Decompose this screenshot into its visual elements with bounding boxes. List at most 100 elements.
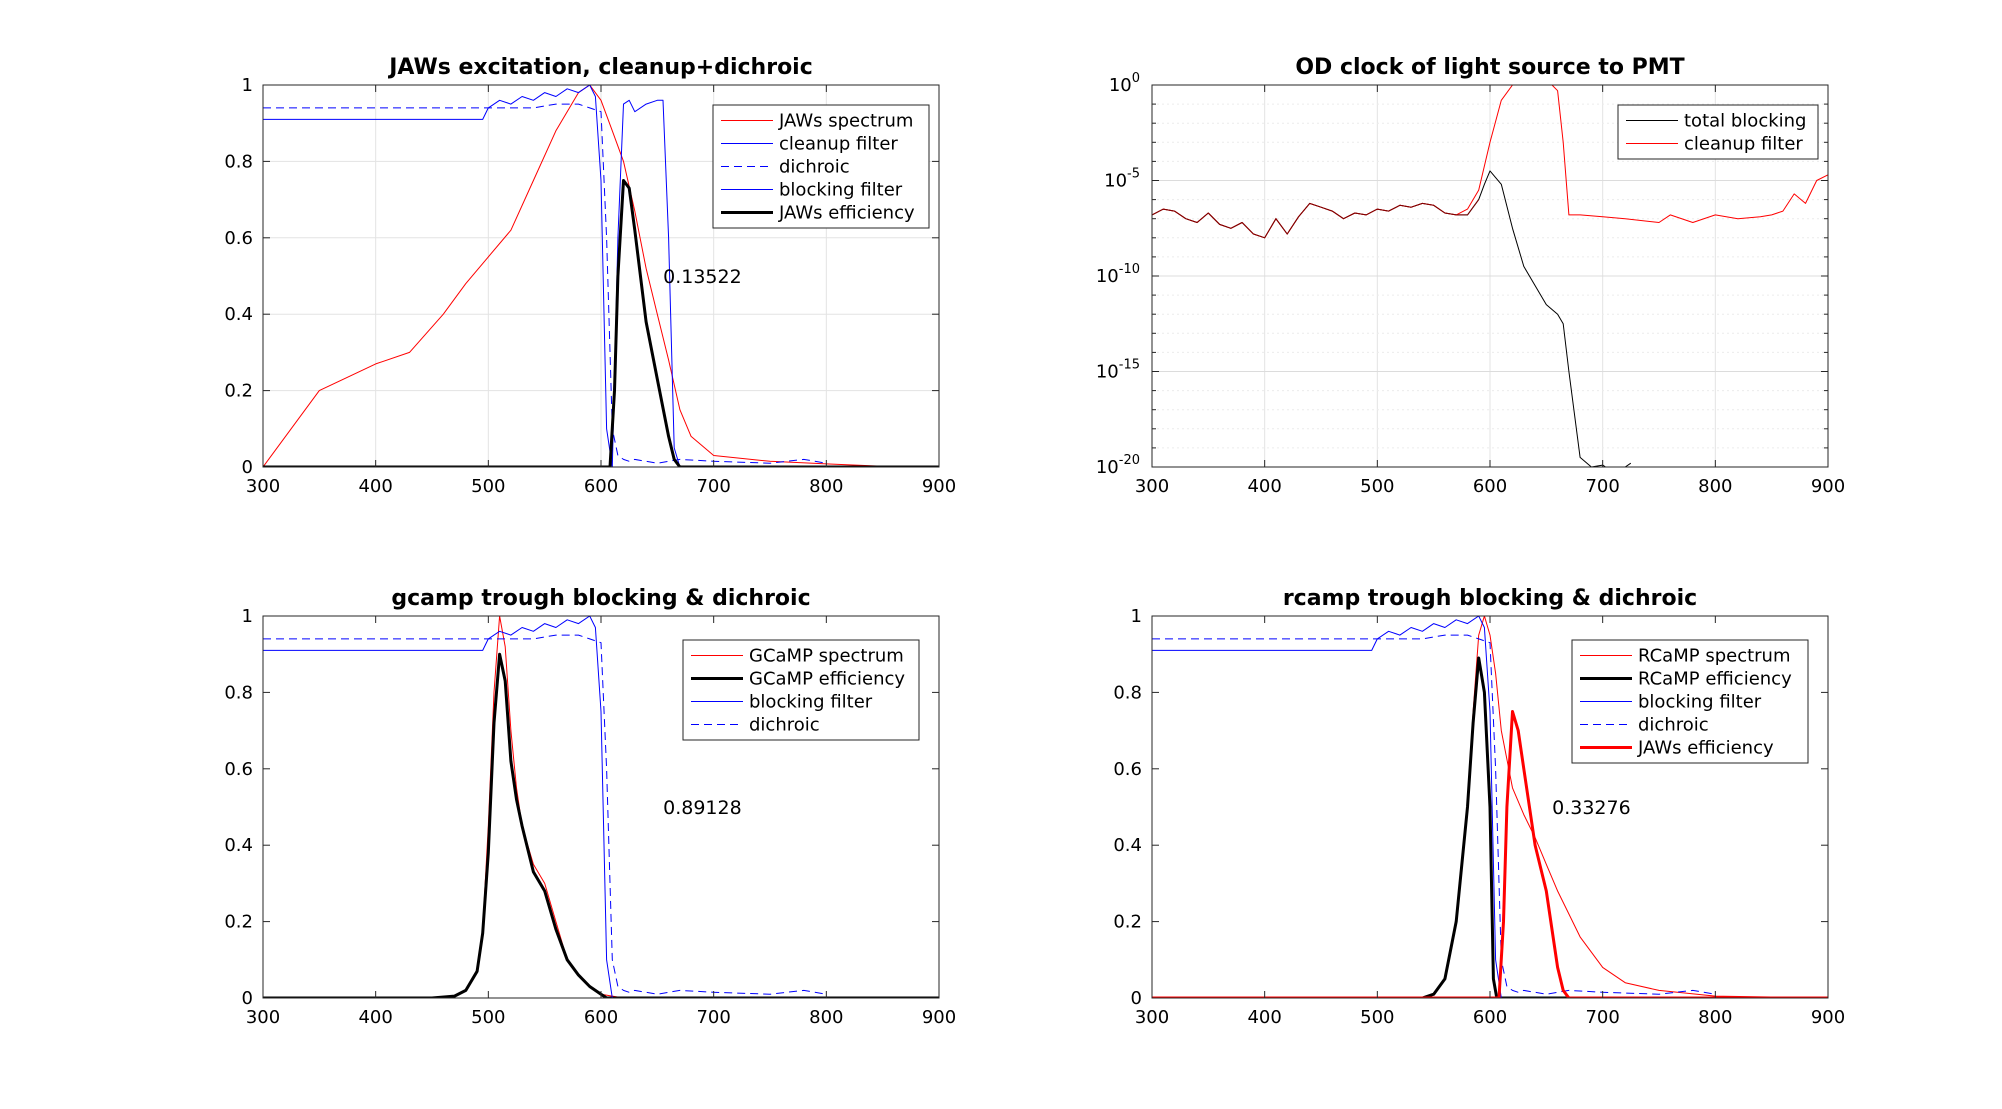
x-tick-label: 500: [1360, 1007, 1394, 1028]
axes-box: [262, 84, 940, 468]
y-tick-label: 1: [242, 75, 253, 96]
legend-label: blocking filter: [749, 692, 873, 713]
series-line-dichroic: [263, 634, 827, 995]
efficiency-annotation: 0.13522: [663, 266, 742, 288]
legend-label: GCaMP efficiency: [749, 669, 905, 690]
legend-box: [682, 639, 920, 741]
x-tick-label: 900: [922, 476, 956, 497]
x-tick-label: 400: [1247, 476, 1281, 497]
y-tick-base: 10: [1096, 457, 1119, 478]
plot-area: [263, 85, 939, 467]
y-tick-exponent: -20: [1119, 453, 1140, 468]
y-tick-label: 10-20: [1096, 453, 1140, 478]
x-tick-label: 600: [584, 476, 618, 497]
efficiency-annotation: 0.33276: [1552, 797, 1631, 819]
x-tick-label: 800: [1698, 476, 1732, 497]
y-tick-label: 0.8: [224, 682, 253, 703]
x-tick-label: 500: [1360, 476, 1394, 497]
x-tick-label: 400: [358, 1007, 392, 1028]
axes-box: [1151, 615, 1829, 999]
series-line-jaws-spectrum: [263, 85, 939, 467]
y-tick-label: 0.2: [224, 381, 253, 402]
series-line-cleanup-filter: [263, 85, 939, 467]
x-tick-label: 700: [1585, 476, 1619, 497]
x-tick-label: 900: [1811, 1007, 1845, 1028]
y-tick-label: 0.4: [224, 304, 253, 325]
y-tick-exponent: -15: [1119, 358, 1140, 373]
legend-label: cleanup filter: [779, 134, 898, 155]
x-tick-label: 600: [1473, 1007, 1507, 1028]
axes: 300 400 500 600 700 800 90010-2010-1510-1010-5…: [1096, 71, 1845, 497]
y-tick-exponent: 0: [1132, 71, 1140, 86]
y-tick-exponent: -5: [1127, 167, 1140, 182]
y-tick-label: 0.6: [224, 759, 253, 780]
legend-label: JAWs efficiency: [1637, 738, 1774, 759]
legend-label: cleanup filter: [1684, 134, 1803, 155]
y-tick-label: 0: [242, 988, 253, 1009]
x-tick-label: 500: [471, 1007, 505, 1028]
x-tick-label: 800: [809, 476, 843, 497]
legend-label: JAWs spectrum: [778, 111, 913, 132]
axes: 300 400 500 600 700 800 900 0 0.2 0.4 0.6 0.8 1: [224, 606, 956, 1028]
x-tick-label: 300: [1135, 1007, 1169, 1028]
series-line-rcamp-efficiency: [1152, 656, 1828, 998]
panel-jaws-excitation: 300 400 500 600 700 800 900 0 0.2 0.4 0.6 0.8 1 JAWs…: [224, 55, 956, 497]
y-tick-label: 100: [1109, 71, 1140, 96]
legend-label: JAWs efficiency: [778, 203, 915, 224]
y-tick-label: 0.2: [1113, 912, 1142, 933]
legend-box: [1617, 104, 1819, 160]
axes-box: [262, 615, 940, 999]
legend-label: blocking filter: [779, 180, 903, 201]
series-line-dichroic: [1152, 634, 1716, 995]
y-tick-label: 1: [242, 606, 253, 627]
series-line-jaws-efficiency: [1152, 710, 1828, 998]
x-tick-label: 700: [1585, 1007, 1619, 1028]
legend-label: GCaMP spectrum: [749, 646, 904, 667]
x-tick-label: 700: [696, 476, 730, 497]
x-tick-label: 500: [471, 476, 505, 497]
y-tick-label: 10-10: [1096, 262, 1140, 287]
y-tick-label: 0.8: [1113, 682, 1142, 703]
x-tick-label: 400: [1247, 1007, 1281, 1028]
y-tick-label: 10-5: [1104, 167, 1140, 192]
x-tick-label: 600: [584, 1007, 618, 1028]
axes: 300 400 500 600 700 800 900 0 0.2 0.4 0.6 0.8 1: [224, 75, 956, 497]
x-tick-label: 400: [358, 476, 392, 497]
y-tick-label: 0.6: [224, 228, 253, 249]
legend-label: RCaMP efficiency: [1638, 669, 1792, 690]
legend-label: dichroic: [749, 715, 820, 736]
x-tick-label: 900: [922, 1007, 956, 1028]
series-line-jaws-efficiency: [263, 179, 939, 467]
x-tick-label: 300: [246, 1007, 280, 1028]
panel-gcamp: 300 400 500 600 700 800 900 0 0.2 0.4 0.6 0.8 1 gcam…: [224, 586, 956, 1028]
legend-label: dichroic: [779, 157, 850, 178]
y-tick-label: 1: [1131, 606, 1142, 627]
x-tick-label: 900: [1811, 476, 1845, 497]
legend-label: blocking filter: [1638, 692, 1762, 713]
chart-title: OD clock of light source to PMT: [1295, 55, 1684, 80]
y-tick-base: 10: [1104, 171, 1127, 192]
y-tick-label: 0.2: [224, 912, 253, 933]
series-line-blocking-filter: [1152, 616, 1828, 998]
y-tick-label: 0: [1131, 988, 1142, 1009]
x-tick-label: 300: [246, 476, 280, 497]
legend-label: total blocking: [1684, 111, 1806, 132]
plot-area: [263, 616, 939, 998]
x-tick-label: 700: [696, 1007, 730, 1028]
y-tick-label: 0.4: [224, 835, 253, 856]
y-tick-base: 10: [1109, 75, 1132, 96]
y-tick-exponent: -10: [1119, 262, 1140, 277]
series-line-gcamp-efficiency: [263, 652, 939, 998]
y-tick-label: 10-15: [1096, 358, 1140, 383]
chart-title: gcamp trough blocking & dichroic: [391, 586, 810, 611]
chart-title: rcamp trough blocking & dichroic: [1283, 586, 1697, 611]
plot-area: [1152, 616, 1828, 998]
y-tick-label: 0: [242, 457, 253, 478]
axes-box: [1151, 84, 1829, 468]
x-tick-label: 800: [1698, 1007, 1732, 1028]
